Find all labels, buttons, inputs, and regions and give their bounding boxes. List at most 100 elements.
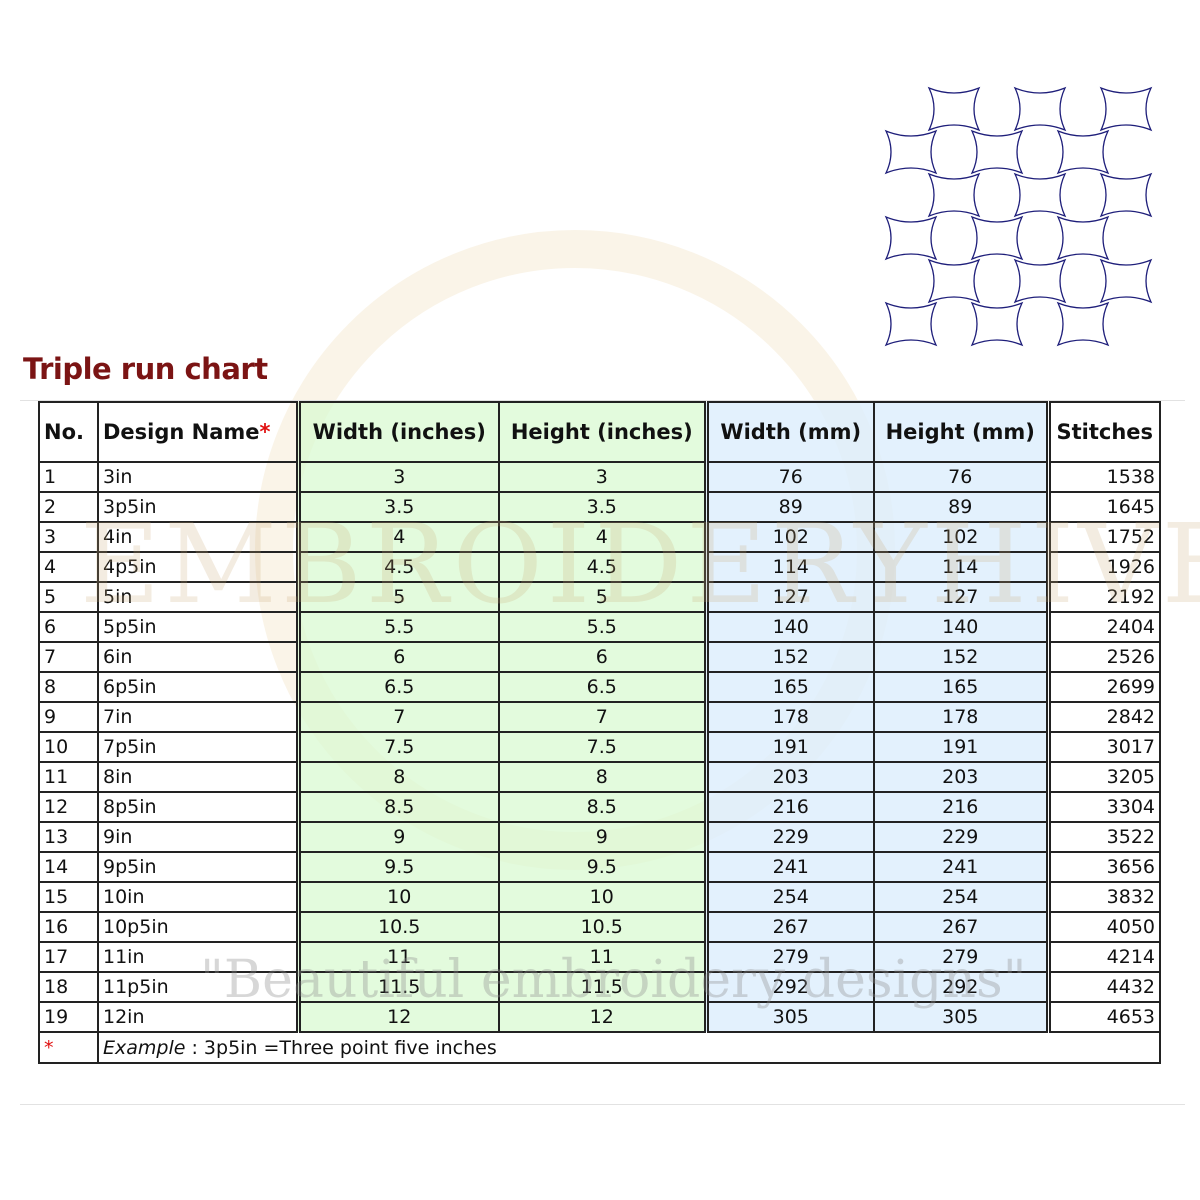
header-stitches: Stitches: [1045, 401, 1161, 463]
pattern-tile: [1056, 129, 1110, 175]
cell-height-inches: 4.5: [498, 551, 707, 583]
cell-height-inches: 7.5: [498, 731, 707, 763]
pattern-tile: [884, 215, 938, 261]
cell-no: 5: [38, 581, 99, 613]
cell-stitches: 3522: [1045, 821, 1161, 853]
cell-width-inches: 6: [295, 641, 500, 673]
footnote-body: : 3p5in =Three point five inches: [185, 1036, 497, 1059]
header-height-inches: Height (inches): [498, 401, 707, 463]
cell-stitches: 4432: [1045, 971, 1161, 1003]
footnote-row: * Example : 3p5in =Three point five inch…: [38, 1031, 1161, 1064]
sheet-gridline: [20, 1104, 1185, 1105]
header-row: No. Design Name* Width (inches) Height (…: [38, 401, 1161, 463]
header-no: No.: [38, 401, 99, 463]
cell-width-mm: 152: [703, 641, 875, 673]
cell-height-mm: 229: [873, 821, 1049, 853]
cell-height-mm: 241: [873, 851, 1049, 883]
cell-design-name: 12in: [97, 1001, 299, 1033]
header-design-name: Design Name*: [97, 401, 299, 463]
cell-no: 2: [38, 491, 99, 523]
cell-design-name: 11p5in: [97, 971, 299, 1003]
cell-no: 4: [38, 551, 99, 583]
pattern-tile: [1099, 258, 1153, 304]
cell-width-inches: 11.5: [295, 971, 500, 1003]
cell-width-inches: 10: [295, 881, 500, 913]
cell-width-mm: 127: [703, 581, 875, 613]
cell-no: 8: [38, 671, 99, 703]
cell-height-mm: 89: [873, 491, 1049, 523]
cell-height-mm: 127: [873, 581, 1049, 613]
cell-design-name: 8in: [97, 761, 299, 793]
cell-width-inches: 4: [295, 521, 500, 553]
cell-design-name: 5p5in: [97, 611, 299, 643]
cell-height-inches: 6.5: [498, 671, 707, 703]
cell-width-inches: 8.5: [295, 791, 500, 823]
cell-design-name: 6p5in: [97, 671, 299, 703]
cell-width-mm: 114: [703, 551, 875, 583]
cell-design-name: 7in: [97, 701, 299, 733]
table-row: 5 5in 5 5 127 127 2192: [38, 581, 1161, 613]
cell-height-inches: 3.5: [498, 491, 707, 523]
cell-height-inches: 5: [498, 581, 707, 613]
cell-height-inches: 9.5: [498, 851, 707, 883]
table-row: 17 11in 11 11 279 279 4214: [38, 941, 1161, 973]
header-label: Design Name: [103, 420, 260, 444]
pattern-tile: [927, 86, 981, 132]
table-row: 8 6p5in 6.5 6.5 165 165 2699: [38, 671, 1161, 703]
cell-height-inches: 10: [498, 881, 707, 913]
table-row: 9 7in 7 7 178 178 2842: [38, 701, 1161, 733]
cell-height-mm: 292: [873, 971, 1049, 1003]
table-row: 7 6in 6 6 152 152 2526: [38, 641, 1161, 673]
cell-stitches: 2842: [1045, 701, 1161, 733]
cell-height-mm: 254: [873, 881, 1049, 913]
table-row: 18 11p5in 11.5 11.5 292 292 4432: [38, 971, 1161, 1003]
table-row: 11 8in 8 8 203 203 3205: [38, 761, 1161, 793]
cell-design-name: 9in: [97, 821, 299, 853]
cell-width-mm: 216: [703, 791, 875, 823]
pattern-tile: [970, 301, 1024, 347]
pattern-tile: [970, 129, 1024, 175]
cell-design-name: 11in: [97, 941, 299, 973]
cell-stitches: 3205: [1045, 761, 1161, 793]
triple-run-pattern-preview: [884, 86, 1153, 347]
pattern-tile: [970, 215, 1024, 261]
cell-no: 14: [38, 851, 99, 883]
cell-stitches: 1926: [1045, 551, 1161, 583]
cell-width-inches: 4.5: [295, 551, 500, 583]
cell-no: 18: [38, 971, 99, 1003]
cell-height-mm: 152: [873, 641, 1049, 673]
pattern-tile: [1013, 258, 1067, 304]
pattern-tile: [927, 258, 981, 304]
cell-design-name: 4in: [97, 521, 299, 553]
cell-width-mm: 241: [703, 851, 875, 883]
cell-no: 13: [38, 821, 99, 853]
cell-no: 17: [38, 941, 99, 973]
cell-width-inches: 7.5: [295, 731, 500, 763]
pattern-tile: [1056, 215, 1110, 261]
cell-no: 11: [38, 761, 99, 793]
cell-height-inches: 4: [498, 521, 707, 553]
cell-width-mm: 102: [703, 521, 875, 553]
cell-width-inches: 8: [295, 761, 500, 793]
header-width-inches: Width (inches): [295, 401, 500, 463]
header-width-mm: Width (mm): [703, 401, 875, 463]
cell-width-mm: 191: [703, 731, 875, 763]
table-row: 3 4in 4 4 102 102 1752: [38, 521, 1161, 553]
cell-stitches: 4214: [1045, 941, 1161, 973]
table-row: 12 8p5in 8.5 8.5 216 216 3304: [38, 791, 1161, 823]
cell-stitches: 4653: [1045, 1001, 1161, 1033]
cell-width-mm: 165: [703, 671, 875, 703]
cell-width-mm: 279: [703, 941, 875, 973]
cell-width-inches: 6.5: [295, 671, 500, 703]
table-row: 13 9in 9 9 229 229 3522: [38, 821, 1161, 853]
cell-height-mm: 102: [873, 521, 1049, 553]
cell-design-name: 6in: [97, 641, 299, 673]
table-row: 1 3in 3 3 76 76 1538: [38, 461, 1161, 493]
cell-width-mm: 178: [703, 701, 875, 733]
cell-stitches: 3656: [1045, 851, 1161, 883]
cell-height-inches: 12: [498, 1001, 707, 1033]
cell-width-mm: 292: [703, 971, 875, 1003]
cell-no: 6: [38, 611, 99, 643]
cell-height-mm: 279: [873, 941, 1049, 973]
cell-height-mm: 305: [873, 1001, 1049, 1033]
